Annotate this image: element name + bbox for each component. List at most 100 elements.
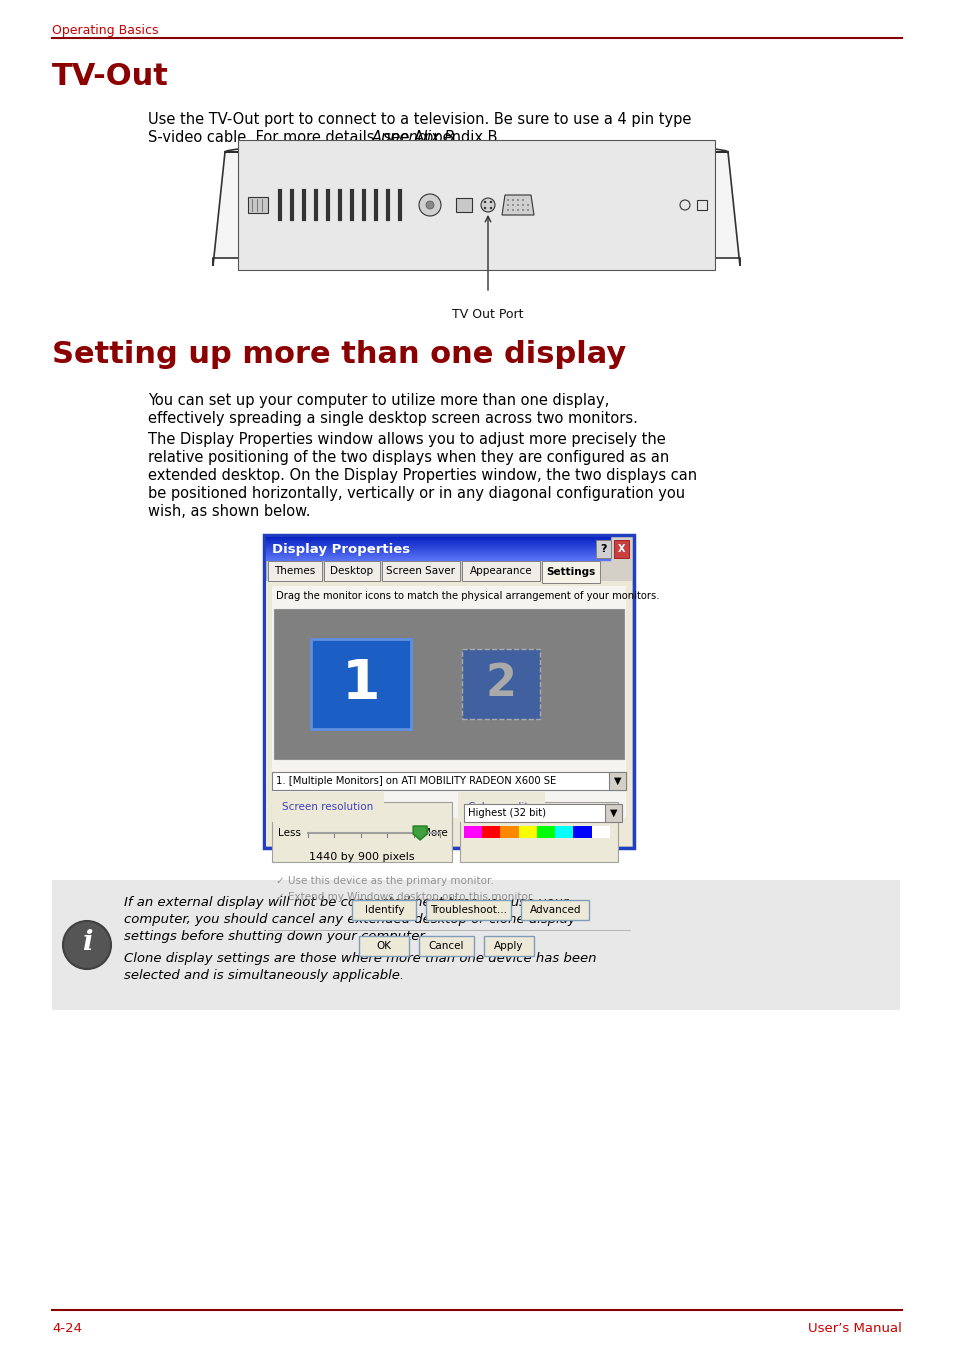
Text: Less: Less [277, 827, 301, 838]
Bar [381, 561, 459, 581]
Bar [52, 880, 899, 1010]
Bar [462, 649, 540, 719]
Bar [518, 826, 537, 838]
Text: ▼: ▼ [614, 776, 621, 786]
Text: Setting up more than one display: Setting up more than one display [52, 339, 625, 369]
Text: Desktop: Desktop [330, 566, 374, 576]
Text: Troubleshoot...: Troubleshoot... [430, 904, 507, 915]
Text: Appearance: Appearance [469, 566, 532, 576]
Bar [352, 900, 416, 919]
Bar [266, 581, 631, 846]
Circle shape [512, 204, 514, 206]
Text: Color quality: Color quality [467, 802, 534, 813]
Bar [555, 826, 573, 838]
Bar [248, 197, 268, 214]
Circle shape [480, 197, 495, 212]
Bar [537, 826, 555, 838]
Text: Operating Basics: Operating Basics [52, 24, 158, 37]
Text: Advanced: Advanced [529, 904, 580, 915]
Bar [237, 141, 714, 270]
Text: S-video cable. For more details, see Appendix B.: S-video cable. For more details, see App… [148, 130, 501, 145]
Bar [481, 826, 500, 838]
Bar [608, 772, 625, 790]
Text: OK: OK [376, 941, 391, 950]
Bar [604, 804, 621, 822]
Circle shape [512, 199, 514, 201]
Text: Use the TV-Out port to connect to a television. Be sure to use a 4 pin type: Use the TV-Out port to connect to a tele… [148, 112, 691, 127]
Circle shape [489, 207, 492, 210]
Text: be positioned horizontally, vertically or in any diagonal configuration you: be positioned horizontally, vertically o… [148, 485, 684, 502]
Text: i: i [82, 930, 92, 956]
Bar [697, 200, 706, 210]
Text: Highest (32 bit): Highest (32 bit) [467, 808, 545, 818]
Circle shape [507, 199, 508, 201]
Bar [312, 639, 411, 729]
Text: Display Properties: Display Properties [272, 542, 410, 556]
Bar [463, 804, 614, 822]
Text: TV Out Port: TV Out Port [452, 308, 523, 320]
Text: Clone display settings are those where more than one device has been: Clone display settings are those where m… [124, 952, 596, 965]
Text: Screen Saver: Screen Saver [386, 566, 455, 576]
Bar [500, 826, 518, 838]
Bar [456, 197, 472, 212]
Bar [541, 561, 599, 583]
Text: 1440 by 900 pixels: 1440 by 900 pixels [309, 852, 415, 863]
Text: If an external display will not be connected next time you use your: If an external display will not be conne… [124, 896, 568, 909]
Circle shape [517, 210, 518, 211]
Text: ▼: ▼ [610, 808, 618, 818]
Circle shape [527, 204, 528, 206]
Circle shape [521, 210, 523, 211]
Text: selected and is simultaneously applicable.: selected and is simultaneously applicabl… [124, 969, 404, 982]
Text: X: X [618, 544, 625, 554]
Text: The Display Properties window allows you to adjust more precisely the: The Display Properties window allows you… [148, 433, 665, 448]
Text: Drag the monitor icons to match the physical arrangement of your monitors.: Drag the monitor icons to match the phys… [275, 591, 659, 602]
Text: extended desktop. On the Display Properties window, the two displays can: extended desktop. On the Display Propert… [148, 468, 697, 483]
Circle shape [517, 204, 518, 206]
Text: 1. [Multiple Monitors] on ATI MOBILITY RADEON X600 SE: 1. [Multiple Monitors] on ATI MOBILITY R… [275, 776, 556, 786]
Text: User’s Manual: User’s Manual [807, 1322, 901, 1334]
Polygon shape [413, 826, 427, 840]
Text: settings before shutting down your computer.: settings before shutting down your compu… [124, 930, 428, 942]
Bar [521, 900, 589, 919]
Circle shape [527, 210, 528, 211]
Bar [591, 826, 609, 838]
Text: Identify: Identify [364, 904, 404, 915]
Bar [272, 585, 625, 818]
Text: 4-24: 4-24 [52, 1322, 82, 1334]
Text: Screen resolution: Screen resolution [282, 802, 373, 813]
Text: relative positioning of the two displays when they are configured as an: relative positioning of the two displays… [148, 450, 669, 465]
Bar [324, 561, 379, 581]
Circle shape [483, 201, 486, 203]
Polygon shape [501, 195, 534, 215]
Text: ✓ Use this device as the primary monitor.: ✓ Use this device as the primary monitor… [275, 876, 494, 886]
Circle shape [483, 207, 486, 210]
Text: ?: ? [600, 544, 607, 554]
Bar [358, 936, 409, 956]
Text: Cancel: Cancel [428, 941, 464, 950]
Bar [461, 561, 539, 581]
Bar [483, 936, 534, 956]
Bar [272, 772, 625, 790]
Text: computer, you should cancel any extended desktop or clone display: computer, you should cancel any extended… [124, 913, 576, 926]
Bar [268, 561, 322, 581]
Text: More: More [421, 827, 447, 838]
Circle shape [521, 199, 523, 201]
Text: 2: 2 [485, 662, 517, 706]
Circle shape [512, 210, 514, 211]
Text: Settings: Settings [546, 566, 595, 577]
Circle shape [507, 204, 508, 206]
Text: You can set up your computer to utilize more than one display,: You can set up your computer to utilize … [148, 393, 609, 408]
Circle shape [521, 204, 523, 206]
Circle shape [63, 921, 111, 969]
Bar [596, 539, 610, 558]
Bar [264, 535, 634, 848]
Circle shape [507, 210, 508, 211]
Circle shape [517, 199, 518, 201]
Circle shape [418, 193, 440, 216]
Bar [463, 826, 481, 838]
Bar [459, 802, 618, 863]
Text: ✓ Extend my Windows desktop onto this monitor.: ✓ Extend my Windows desktop onto this mo… [275, 892, 534, 902]
Text: Appendix B: Appendix B [372, 130, 455, 145]
Text: 1: 1 [342, 657, 380, 711]
Text: Display:: Display: [274, 773, 317, 783]
